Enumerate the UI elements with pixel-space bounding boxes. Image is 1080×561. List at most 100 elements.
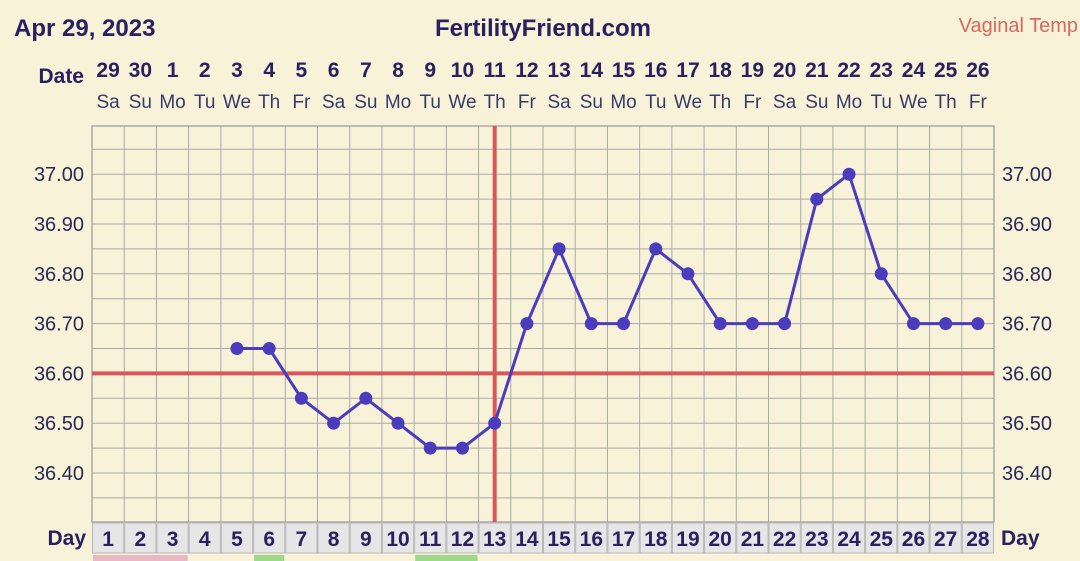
day-cell (285, 522, 318, 554)
day-cell (220, 522, 254, 554)
day-cell (381, 522, 415, 554)
day-number: 25 (870, 528, 894, 551)
temperature-point (939, 317, 953, 331)
date-label: 3 (231, 59, 243, 82)
day-number: 6 (263, 528, 275, 551)
y-tick-label-right: 36.50 (1002, 413, 1052, 435)
day-number: 26 (902, 528, 925, 551)
day-number: 8 (328, 528, 340, 551)
weekday-label: Th (709, 92, 731, 113)
date-label: 22 (837, 59, 860, 82)
y-tick-label: 36.40 (34, 463, 84, 485)
day-cell (768, 522, 801, 554)
day-number: 14 (515, 528, 539, 551)
weekday-label: Mo (159, 92, 185, 113)
temperature-point (455, 441, 469, 455)
weekday-label: Tu (420, 92, 441, 113)
day-cell (671, 522, 705, 554)
date-label: 5 (296, 59, 308, 82)
date-label: 18 (708, 59, 732, 82)
weekday-label: Sa (322, 92, 346, 113)
temperature-point (488, 416, 502, 430)
day-number: 24 (837, 528, 861, 551)
temperature-line (236, 172, 978, 450)
date-row-label: Date (38, 65, 84, 88)
day-number: 21 (741, 528, 765, 551)
temperature-point (842, 167, 856, 181)
temperature-point (810, 192, 824, 206)
weekday-label: We (223, 92, 251, 113)
day-cell (349, 522, 382, 554)
site-name: FertilityFriend.com (435, 15, 651, 42)
date-label: 1 (167, 59, 179, 82)
temperature-point (391, 416, 405, 430)
weekday-label: Tu (645, 92, 666, 113)
day-cell (704, 522, 737, 554)
y-tick-label-right: 36.70 (1002, 314, 1052, 336)
temperature-point (745, 317, 759, 331)
day-cell (865, 522, 898, 554)
date-label: 25 (934, 59, 958, 82)
temperature-point (874, 267, 888, 281)
date-label: 26 (966, 59, 989, 82)
weekday-label: Th (935, 92, 957, 113)
weekday-label: Th (258, 92, 280, 113)
date-label: 7 (360, 59, 372, 82)
day-cell (897, 522, 930, 554)
date-label: 21 (805, 59, 829, 82)
weekday-label: Tu (194, 92, 215, 113)
weekday-label: Fr (743, 92, 762, 113)
day-number: 22 (773, 528, 796, 551)
day-number: 19 (676, 528, 699, 551)
weekday-label: Su (580, 92, 603, 113)
weekday-label: Mo (610, 92, 636, 113)
day-cell (414, 522, 447, 554)
weekday-label: Sa (547, 92, 571, 113)
temperature-point (681, 267, 695, 281)
y-tick-label-right: 36.90 (1002, 214, 1052, 236)
date-label: 8 (392, 59, 404, 82)
temperature-point (617, 317, 631, 331)
day-cell (543, 522, 576, 554)
day-cell (156, 522, 189, 554)
day-row-label-right: Day (1001, 527, 1040, 550)
day-cell (446, 522, 479, 554)
date-label: 6 (328, 59, 340, 82)
y-tick-label-right: 36.80 (1002, 264, 1052, 286)
date-label: 13 (547, 59, 570, 82)
day-number: 27 (934, 528, 957, 551)
y-tick-label: 36.90 (34, 214, 84, 236)
weekday-label: We (448, 92, 476, 113)
day-number: 16 (580, 528, 603, 551)
day-cell (478, 522, 511, 554)
cycle-marker-strip (415, 555, 478, 561)
day-number: 28 (966, 528, 990, 551)
y-tick-label: 36.70 (34, 314, 84, 336)
day-number: 3 (167, 528, 179, 551)
day-number: 2 (134, 528, 146, 551)
date-label: 17 (676, 59, 699, 82)
temperature-point (359, 391, 373, 405)
date-label: 11 (484, 59, 507, 82)
day-number: 7 (296, 528, 308, 551)
date-label: 2 (199, 59, 211, 82)
day-row-label: Day (47, 527, 86, 550)
grid: 37.00 37.00 36.90 36.90 36.80 36.80 36.70 36.70… (34, 59, 1052, 561)
day-cell (832, 522, 866, 554)
weekday-label: Su (129, 92, 152, 113)
temperature-point (552, 242, 566, 256)
date-label: 9 (424, 59, 436, 82)
y-tick-label: 36.60 (34, 363, 84, 385)
weekday-label: Su (805, 92, 828, 113)
y-tick-label: 36.50 (34, 413, 84, 435)
day-cell (510, 522, 543, 554)
day-cell (253, 522, 286, 554)
date-label: 30 (129, 59, 152, 82)
date-label: 12 (515, 59, 538, 82)
date-label: 19 (741, 59, 764, 82)
date-label: 29 (96, 59, 119, 82)
date-label: 14 (580, 59, 604, 82)
weekday-label: Sa (96, 92, 120, 113)
chart-date: Apr 29, 2023 (14, 15, 155, 42)
